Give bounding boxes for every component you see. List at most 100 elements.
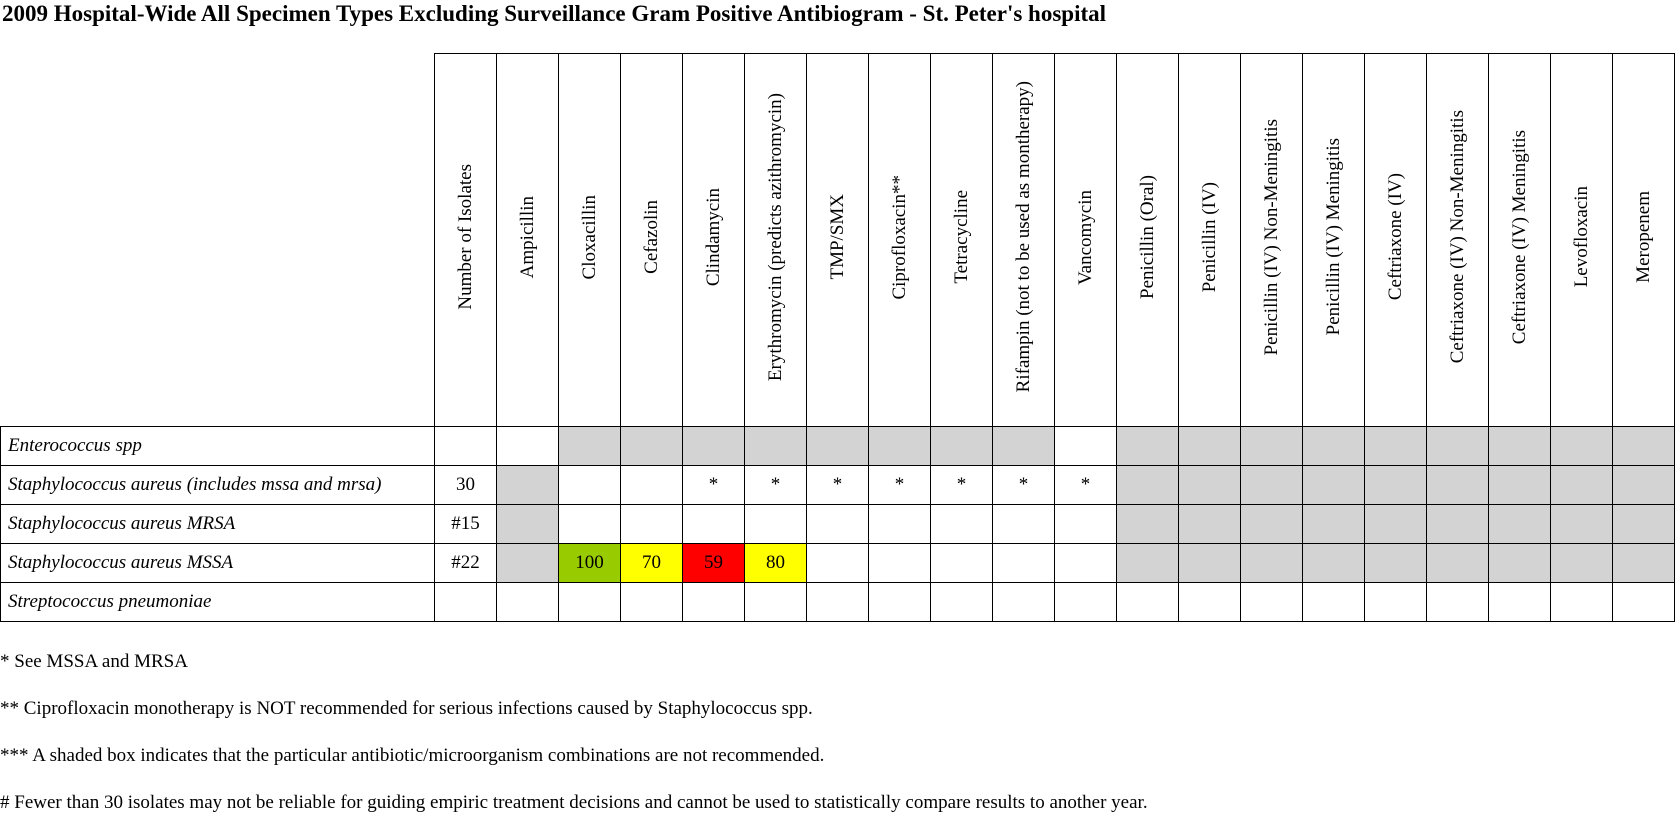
susceptibility-cell: [496, 426, 559, 466]
susceptibility-cell: [620, 465, 683, 505]
susceptibility-cell: [1240, 465, 1303, 505]
susceptibility-cell: [682, 426, 745, 466]
column-header: Penicillin (IV): [1178, 53, 1241, 427]
susceptibility-cell: 80: [744, 543, 807, 583]
column-header: Cefazolin: [620, 53, 683, 427]
susceptibility-cell: [1178, 504, 1241, 544]
column-header: Ceftriaxone (IV) Meningitis: [1488, 53, 1551, 427]
susceptibility-cell: [1612, 582, 1675, 622]
column-header-label: Meropenem: [1632, 191, 1654, 283]
susceptibility-cell: [1116, 426, 1179, 466]
table-row: Staphylococcus aureus MRSA #15: [0, 504, 1675, 544]
susceptibility-cell: *: [1054, 465, 1117, 505]
table-row: Staphylococcus aureus MSSA #22 100 70 59 80: [0, 543, 1675, 583]
susceptibility-cell: [1550, 465, 1613, 505]
susceptibility-cell: *: [682, 465, 745, 505]
susceptibility-cell: 30: [434, 465, 497, 505]
susceptibility-cell: 100: [558, 543, 621, 583]
susceptibility-cell: [1550, 582, 1613, 622]
organism-label: Staphylococcus aureus MRSA: [0, 504, 435, 544]
column-header: Number of Isolates: [434, 53, 497, 427]
susceptibility-cell: [1240, 504, 1303, 544]
organism-label: Staphylococcus aureus MSSA: [0, 543, 435, 583]
susceptibility-cell: [1240, 426, 1303, 466]
susceptibility-cell: [1550, 543, 1613, 583]
susceptibility-cell: [1116, 465, 1179, 505]
column-header-label: Penicillin (Oral): [1136, 175, 1158, 299]
susceptibility-cell: [1116, 543, 1179, 583]
table-row: Staphylococcus aureus (includes mssa and…: [0, 465, 1675, 505]
susceptibility-cell: [1240, 582, 1303, 622]
column-header: Ampicillin: [496, 53, 559, 427]
column-header: Levofloxacin: [1550, 53, 1613, 427]
susceptibility-cell: [1488, 582, 1551, 622]
susceptibility-cell: [744, 504, 807, 544]
column-header-label: Number of Isolates: [454, 164, 476, 310]
susceptibility-cell: [1612, 504, 1675, 544]
susceptibility-cell: *: [868, 465, 931, 505]
susceptibility-cell: [1426, 465, 1489, 505]
susceptibility-cell: [992, 582, 1055, 622]
susceptibility-cell: [1550, 504, 1613, 544]
column-header-label: Levofloxacin: [1570, 186, 1592, 288]
column-header: Cloxacillin: [558, 53, 621, 427]
column-header-label: Tetracycline: [950, 190, 972, 284]
susceptibility-cell: [682, 582, 745, 622]
susceptibility-cell: *: [930, 465, 993, 505]
susceptibility-cell: *: [744, 465, 807, 505]
column-header: Vancomycin: [1054, 53, 1117, 427]
susceptibility-cell: [806, 582, 869, 622]
susceptibility-cell: [1426, 582, 1489, 622]
column-header: Meropenem: [1612, 53, 1675, 427]
susceptibility-cell: [1612, 465, 1675, 505]
susceptibility-cell: [1178, 465, 1241, 505]
susceptibility-cell: [496, 465, 559, 505]
susceptibility-cell: [868, 582, 931, 622]
column-header-label: Rifampin (not to be used as montherapy): [1012, 81, 1034, 393]
susceptibility-cell: [496, 504, 559, 544]
susceptibility-cell: [806, 543, 869, 583]
column-header: Ceftriaxone (IV) Non-Meningitis: [1426, 53, 1489, 427]
susceptibility-cell: [1116, 582, 1179, 622]
column-header-label: Penicillin (IV): [1198, 181, 1220, 293]
table-row: Streptococcus pneumoniae: [0, 582, 1675, 622]
susceptibility-cell: [1302, 426, 1365, 466]
footnote-see-mssa-mrsa: * See MSSA and MRSA: [0, 651, 188, 672]
column-header: Clindamycin: [682, 53, 745, 427]
susceptibility-cell: [1054, 426, 1117, 466]
susceptibility-cell: [496, 543, 559, 583]
column-header: Penicillin (Oral): [1116, 53, 1179, 427]
footnote-ciprofloxacin: ** Ciprofloxacin monotherapy is NOT reco…: [0, 698, 813, 719]
organism-label: Streptococcus pneumoniae: [0, 582, 435, 622]
susceptibility-cell: [930, 582, 993, 622]
susceptibility-cell: [434, 426, 497, 466]
column-header: Rifampin (not to be used as montherapy): [992, 53, 1055, 427]
susceptibility-cell: *: [806, 465, 869, 505]
footnote-fewer-isolates: # Fewer than 30 isolates may not be reli…: [0, 792, 1148, 813]
column-header-label: Ampicillin: [516, 195, 538, 279]
susceptibility-cell: [1116, 504, 1179, 544]
column-header: Ceftriaxone (IV): [1364, 53, 1427, 427]
susceptibility-cell: [1240, 543, 1303, 583]
susceptibility-cell: [1364, 543, 1427, 583]
susceptibility-cell: [868, 543, 931, 583]
corner-cell: [0, 53, 435, 427]
susceptibility-cell: #15: [434, 504, 497, 544]
column-header: Penicillin (IV) Meningitis: [1302, 53, 1365, 427]
susceptibility-cell: [806, 426, 869, 466]
susceptibility-cell: [1054, 543, 1117, 583]
susceptibility-cell: #22: [434, 543, 497, 583]
column-header-label: TMP/SMX: [826, 194, 848, 280]
column-header-label: Erythromycin (predicts azithromycin): [764, 92, 786, 382]
susceptibility-cell: [1488, 426, 1551, 466]
susceptibility-cell: [558, 426, 621, 466]
susceptibility-cell: [1054, 582, 1117, 622]
column-header: Erythromycin (predicts azithromycin): [744, 53, 807, 427]
susceptibility-cell: [1302, 582, 1365, 622]
susceptibility-cell: [1178, 426, 1241, 466]
column-header: Penicillin (IV) Non-Meningitis: [1240, 53, 1303, 427]
susceptibility-cell: [558, 504, 621, 544]
susceptibility-cell: [1426, 504, 1489, 544]
susceptibility-cell: [1488, 504, 1551, 544]
susceptibility-cell: [434, 582, 497, 622]
